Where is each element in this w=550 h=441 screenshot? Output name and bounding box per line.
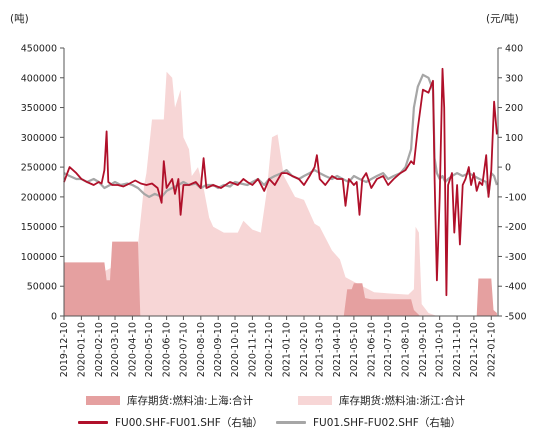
right-tick-label: -200 — [505, 222, 527, 233]
left-axis-unit: (吨) — [10, 12, 29, 25]
x-tick-label: 2021-06-10 — [366, 322, 377, 377]
legend-item-zhejiang: 库存期货:燃料油:浙江:合计 — [298, 391, 465, 409]
legend-label-fu01-fu02: FU01.SHF-FU02.SHF（右轴） — [313, 416, 461, 429]
x-tick-label: 2021-07-10 — [383, 322, 394, 377]
left-tick-label: 250000 — [21, 163, 57, 174]
x-tick-label: 2021-04-10 — [332, 322, 343, 377]
left-tick-label: 0 — [51, 312, 57, 323]
x-tick-label: 2021-10-10 — [435, 322, 446, 377]
x-tick-label: 2020-05-10 — [144, 322, 155, 377]
x-tick-label: 2020-07-10 — [178, 322, 189, 377]
legend-item-fu00-fu01: FU00.SHF-FU01.SHF（右轴） — [78, 413, 263, 431]
spread-lines — [63, 67, 498, 297]
legend-item-fu01-fu02: FU01.SHF-FU02.SHF（右轴） — [276, 413, 461, 431]
legend-swatch-zhejiang — [298, 395, 332, 405]
legend-swatch-fu01-fu02 — [276, 420, 306, 424]
left-tick-label: 350000 — [21, 103, 57, 114]
legend-swatch-shanghai — [86, 395, 120, 405]
left-tick-label: 150000 — [21, 222, 57, 233]
right-tick-label: 400 — [505, 44, 523, 55]
legend-label-zhejiang: 库存期货:燃料油:浙江:合计 — [339, 394, 466, 407]
x-tick-label: 2020-03-10 — [110, 322, 121, 377]
x-tick-label: 2020-04-10 — [127, 322, 138, 377]
x-axis-ticks: 2019-12-10 2020-01-10 2020-02-10 2020-03-10… — [59, 316, 497, 377]
x-tick-label: 2022-01-10 — [486, 322, 497, 377]
left-tick-label: 400000 — [21, 73, 57, 84]
right-tick-label: 100 — [505, 133, 523, 144]
x-tick-label: 2021-05-10 — [349, 322, 360, 377]
right-tick-label: -400 — [505, 282, 527, 293]
x-tick-label: 2019-12-10 — [59, 322, 70, 377]
right-tick-label: -100 — [505, 192, 527, 203]
x-tick-label: 2020-12-10 — [264, 322, 275, 377]
right-tick-label: 0 — [505, 163, 511, 174]
inventory-spread-chart: (吨) (元/吨) 0 50000 100000 150000 200000 250000… — [10, 12, 527, 377]
x-tick-label: 2021-12-10 — [469, 322, 480, 377]
x-tick-label: 2020-11-10 — [247, 322, 258, 377]
x-tick-label: 2021-02-10 — [299, 322, 310, 377]
x-tick-label: 2020-06-10 — [162, 322, 173, 377]
right-tick-label: -500 — [505, 312, 527, 323]
x-tick-label: 2021-03-10 — [315, 322, 326, 377]
legend-label-shanghai: 库存期货:燃料油:上海:合计 — [127, 394, 254, 407]
legend-label-fu00-fu01: FU00.SHF-FU01.SHF（右轴） — [115, 416, 263, 429]
x-tick-label: 2021-09-10 — [418, 322, 429, 377]
legend-swatch-fu00-fu01 — [78, 420, 108, 424]
left-axis-ticks: 0 50000 100000 150000 200000 250000 300000 3500… — [21, 44, 64, 323]
right-tick-label: -300 — [505, 252, 527, 263]
x-tick-label: 2020-09-10 — [213, 322, 224, 377]
x-tick-label: 2020-02-10 — [94, 322, 105, 377]
left-tick-label: 200000 — [21, 192, 57, 203]
left-tick-label: 50000 — [27, 282, 57, 293]
inventory-areas — [64, 71, 497, 316]
left-tick-label: 100000 — [21, 252, 57, 263]
right-tick-label: 300 — [505, 73, 523, 84]
right-tick-label: 200 — [505, 103, 523, 114]
axes — [63, 48, 499, 317]
area-series-0 — [64, 241, 497, 316]
x-tick-label: 2021-08-10 — [400, 322, 411, 377]
right-axis-ticks: -500 -400 -300 -200 -100 0 100 200 300 400 — [498, 44, 527, 323]
area-series-1 — [64, 71, 497, 316]
x-tick-label: 2021-01-10 — [282, 322, 293, 377]
x-tick-label: 2021-11-10 — [452, 322, 463, 377]
left-tick-label: 450000 — [21, 44, 57, 55]
x-tick-label: 2020-01-10 — [76, 322, 87, 377]
left-tick-label: 300000 — [21, 133, 57, 144]
legend-item-shanghai: 库存期货:燃料油:上海:合计 — [86, 391, 253, 409]
x-tick-label: 2020-10-10 — [230, 322, 241, 377]
right-axis-unit: (元/吨) — [486, 12, 519, 25]
x-tick-label: 2020-08-10 — [196, 322, 207, 377]
line-series-2 — [63, 67, 498, 297]
